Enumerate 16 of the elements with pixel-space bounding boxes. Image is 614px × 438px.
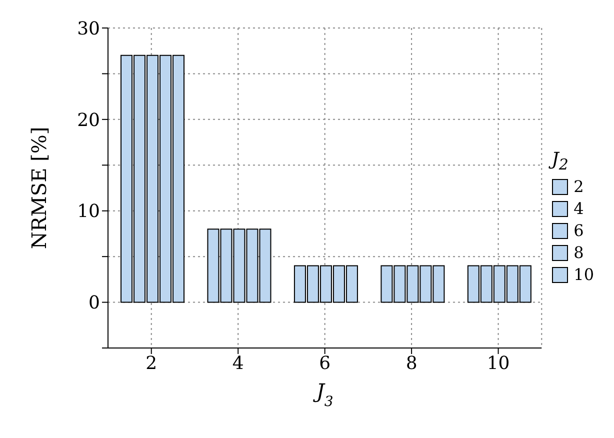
x-axis-title: J$_{3}$ — [312, 379, 334, 410]
x-tick-label: 10 — [486, 352, 510, 374]
y-tick-label: 0 — [88, 292, 100, 314]
y-axis-title: NRMSE [%] — [27, 126, 51, 250]
y-tick-label: 30 — [77, 18, 100, 40]
x-tick-label: 4 — [232, 352, 244, 374]
legend-label: 10 — [574, 265, 594, 284]
legend-label: 2 — [574, 177, 584, 196]
x-tick-label: 8 — [406, 352, 418, 374]
legend-label: 8 — [574, 243, 584, 262]
x-tick-label: 6 — [319, 352, 331, 374]
y-tick-label: 10 — [77, 201, 100, 222]
legend-label: 6 — [574, 221, 584, 240]
x-tick-label: 2 — [146, 352, 158, 374]
y-tick-label: 20 — [77, 110, 100, 131]
legend-label: 4 — [574, 199, 584, 218]
